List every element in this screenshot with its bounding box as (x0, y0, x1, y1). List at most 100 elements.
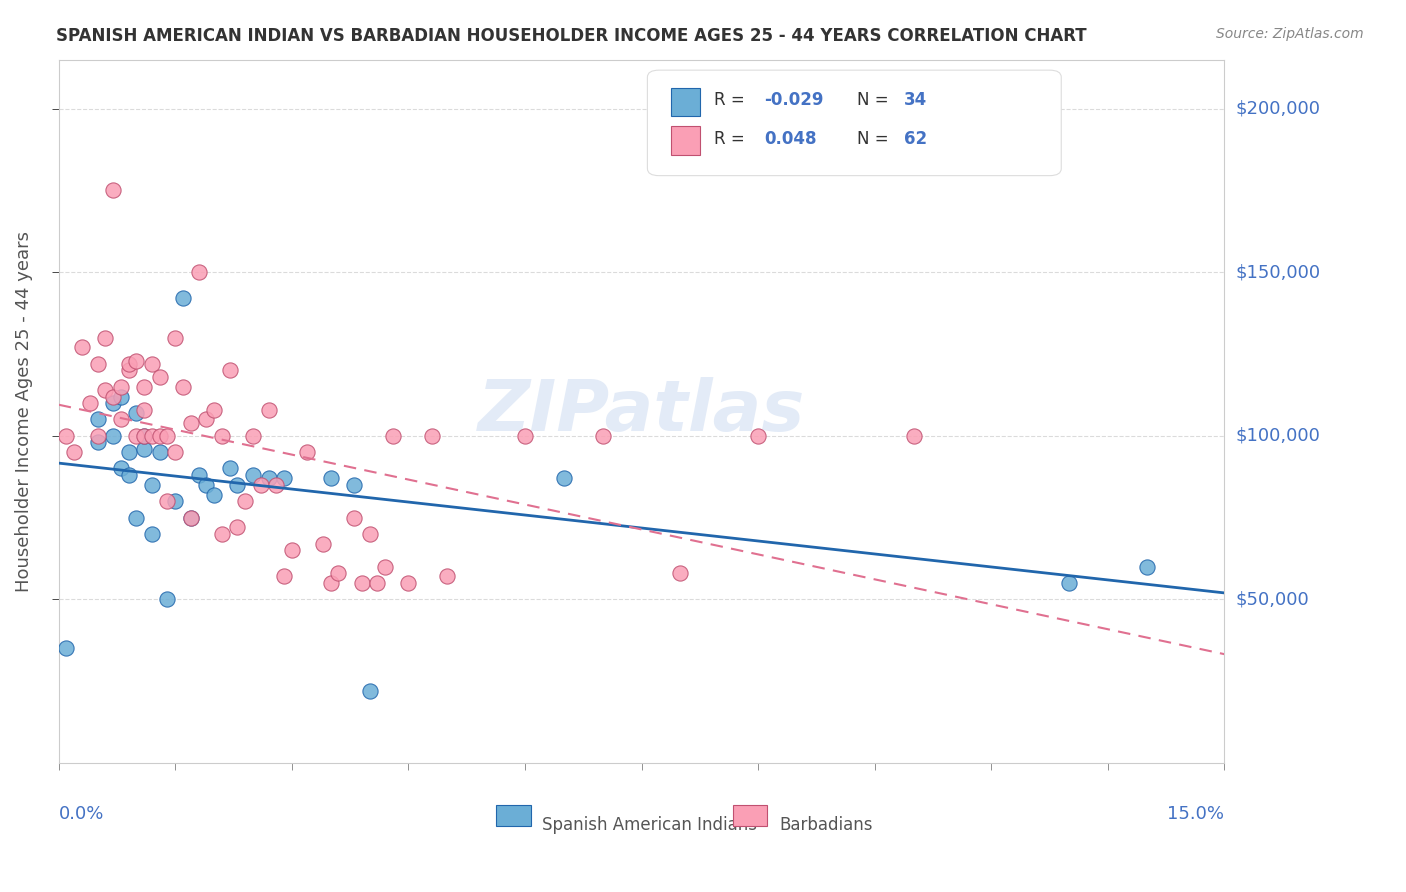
Point (125, 510, 148, 524)
Point (1136, 559, 1159, 574)
Point (141, 429, 163, 443)
Point (125, 353, 148, 368)
Point (359, 527, 381, 541)
Point (172, 292, 194, 306)
Point (110, 412, 132, 426)
Point (110, 461, 132, 475)
Text: N =: N = (858, 130, 894, 148)
Point (134, 429, 156, 443)
Text: Spanish American Indians: Spanish American Indians (543, 815, 758, 834)
Point (211, 429, 233, 443)
Point (156, 592, 179, 607)
Text: $150,000: $150,000 (1236, 263, 1320, 281)
Point (79, 396, 101, 410)
Point (266, 478, 288, 492)
Point (513, 429, 536, 443)
Text: Barbadians: Barbadians (779, 815, 873, 834)
Point (202, 488, 225, 502)
Point (156, 429, 179, 443)
Point (187, 265, 209, 279)
Point (125, 406, 148, 420)
Point (117, 468, 139, 483)
Text: 62: 62 (904, 130, 927, 148)
Text: ZIPatlas: ZIPatlas (478, 376, 806, 446)
Point (350, 576, 373, 591)
Point (297, 445, 319, 459)
Point (70, 341, 93, 355)
Point (436, 569, 458, 583)
Point (420, 429, 443, 443)
Point (218, 363, 240, 377)
Text: R =: R = (714, 130, 749, 148)
Point (141, 357, 163, 371)
Point (94, 331, 117, 345)
Point (134, 429, 156, 443)
Point (233, 494, 256, 508)
Point (381, 429, 404, 443)
Point (553, 471, 575, 485)
Point (1057, 576, 1080, 591)
Point (172, 380, 194, 394)
Point (343, 478, 366, 492)
Point (242, 429, 264, 443)
Text: R =: R = (714, 91, 749, 110)
Point (165, 331, 187, 345)
Text: SPANISH AMERICAN INDIAN VS BARBADIAN HOUSEHOLDER INCOME AGES 25 - 44 YEARS CORRE: SPANISH AMERICAN INDIAN VS BARBADIAN HOU… (56, 27, 1087, 45)
Point (55, 641, 77, 656)
Point (149, 429, 172, 443)
Text: 15.0%: 15.0% (1167, 805, 1225, 823)
Point (328, 566, 350, 581)
Point (747, 429, 769, 443)
Point (55, 429, 77, 443)
FancyBboxPatch shape (671, 127, 700, 154)
Point (226, 478, 249, 492)
Point (180, 416, 202, 430)
Text: $50,000: $50,000 (1236, 591, 1309, 608)
Point (134, 402, 156, 417)
Point (257, 402, 280, 417)
Point (125, 429, 148, 443)
Point (211, 527, 233, 541)
Point (156, 494, 179, 508)
Point (281, 543, 304, 558)
Point (312, 537, 335, 551)
Point (180, 510, 202, 524)
Point (669, 566, 692, 581)
Point (149, 370, 172, 384)
Point (195, 478, 218, 492)
Point (187, 468, 209, 483)
Point (134, 380, 156, 394)
Point (195, 412, 218, 426)
Point (903, 429, 925, 443)
Point (86, 435, 108, 450)
Point (359, 684, 381, 698)
Point (117, 445, 139, 459)
Point (218, 461, 240, 475)
Point (374, 559, 396, 574)
Point (319, 576, 342, 591)
Text: $200,000: $200,000 (1236, 100, 1320, 118)
FancyBboxPatch shape (671, 87, 700, 116)
Text: N =: N = (858, 91, 894, 110)
Point (110, 390, 132, 404)
Point (226, 520, 249, 534)
FancyBboxPatch shape (733, 805, 768, 826)
Point (149, 445, 172, 459)
Point (249, 478, 271, 492)
Text: $100,000: $100,000 (1236, 426, 1320, 445)
Point (202, 402, 225, 417)
Point (273, 569, 295, 583)
Point (319, 471, 342, 485)
Text: -0.029: -0.029 (763, 91, 824, 110)
Point (94, 383, 117, 397)
Point (110, 380, 132, 394)
Point (343, 510, 366, 524)
Point (366, 576, 388, 591)
FancyBboxPatch shape (647, 70, 1062, 176)
Point (134, 442, 156, 456)
Point (101, 390, 124, 404)
Point (86, 357, 108, 371)
Point (180, 510, 202, 524)
Point (101, 184, 124, 198)
Point (117, 357, 139, 371)
